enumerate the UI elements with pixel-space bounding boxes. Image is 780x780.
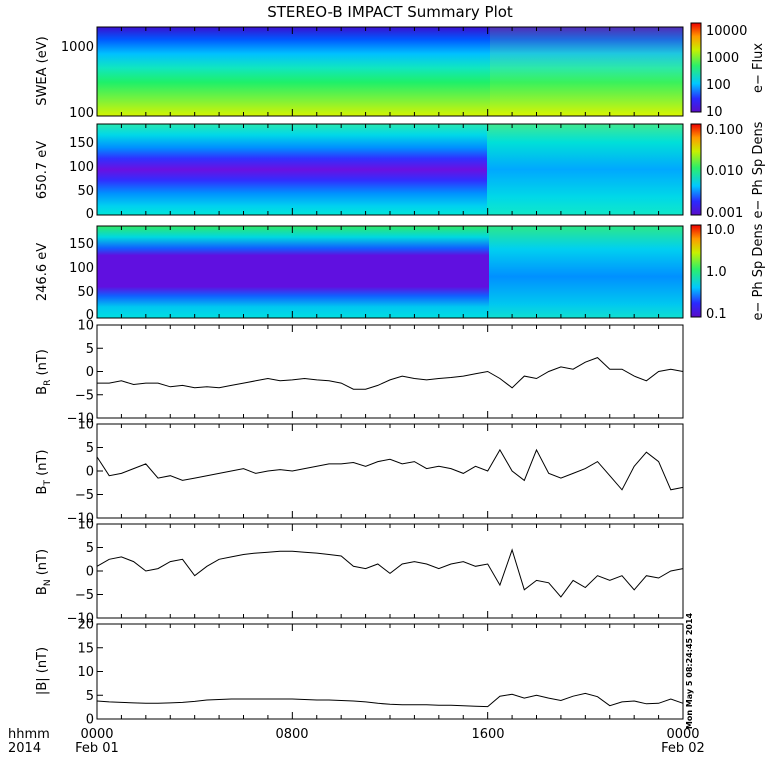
y-tick-label: −10: [67, 512, 94, 527]
bmag-ylabel: |B| (nT): [35, 647, 50, 695]
x-tick-label: 0000: [666, 727, 699, 742]
x-tick-date: Feb 02: [661, 741, 705, 756]
bn-ylabel: BN (nT): [35, 549, 53, 595]
br-ylabel-sub: R: [43, 380, 53, 386]
y-tick-label: 10: [77, 319, 94, 334]
pad246-cbar-tick: 10.0: [706, 223, 735, 238]
y-tick-label: −10: [67, 412, 94, 427]
bn-yticks: 10 5 0 −5 −10: [67, 518, 103, 627]
swea-colorbar: [690, 22, 702, 113]
bt-frame: [96, 423, 684, 519]
footer-hhmm-label: hhmm: [8, 727, 50, 742]
pad246-ytick: 50: [77, 285, 94, 300]
y-tick-label: 10: [77, 665, 94, 680]
swea-cbar-label: e− Flux: [751, 43, 766, 93]
y-tick-label: 15: [77, 641, 94, 656]
pad650-ytick: 100: [69, 160, 94, 175]
bn-ylabel-unit: (nT): [35, 549, 50, 579]
y-tick-label: 0: [86, 713, 94, 728]
x-tick-label: 0800: [275, 727, 308, 742]
bt-ylabel: BT (nT): [35, 450, 53, 495]
pad650-colorbar: [690, 123, 702, 216]
pad246-ytick: 150: [69, 237, 94, 252]
pad246-cbar-tick: 1.0: [706, 265, 727, 280]
bt-panel: BT (nT) 10 5 0 −5 −10: [35, 418, 684, 527]
bn-frame: [96, 523, 684, 619]
swea-spectrogram: [97, 27, 683, 116]
x-axis-ticks: [96, 27, 684, 719]
y-tick-label: −5: [75, 588, 94, 603]
bt-ylabel-main: B: [35, 486, 50, 495]
bn-ylabel-main: B: [35, 586, 50, 595]
y-tick-label: 5: [86, 689, 94, 704]
pad246-ylabel: 246.6 eV: [35, 243, 50, 301]
pad650-spectrogram: [97, 124, 487, 215]
swea-enhanced-region: [490, 27, 683, 116]
swea-cbar-tick: 1000: [706, 51, 739, 66]
x-tick-label: 1600: [471, 727, 504, 742]
pad246-cbar-label: e− Ph Sp Dens: [751, 223, 766, 320]
bt-yticks: 10 5 0 −5 −10: [67, 418, 103, 527]
pad650-cbar-tick: 0.100: [706, 123, 743, 138]
swea-cbar-tick: 10000: [706, 24, 747, 39]
pad246-ytick: 100: [69, 261, 94, 276]
bn-series-line: [96, 548, 684, 598]
y-tick-label: 5: [86, 441, 94, 456]
pad650-panel: 650.7 eV 150 100 50 0 0.100 0.010 0.001 …: [35, 121, 766, 222]
pad650-ytick: 150: [69, 136, 94, 151]
y-tick-label: −5: [75, 488, 94, 503]
pad246-spectrogram: [97, 226, 489, 318]
x-axis-footer: hhmm 2014 0000 Feb 01 0800 1600 0000 Feb…: [8, 727, 705, 756]
pad650-cbar-label: e− Ph Sp Dens: [751, 121, 766, 218]
pad650-spectrogram-late: [487, 124, 683, 215]
y-tick-label: −10: [67, 612, 94, 627]
x-tick-date: Feb 01: [75, 741, 119, 756]
swea-ytick: 1000: [61, 40, 94, 55]
br-ylabel-unit: (nT): [35, 349, 50, 379]
x-tick-label: 0000: [80, 727, 113, 742]
y-tick-label: 10: [77, 418, 94, 433]
timestamp: Mon May 5 08:24:45 2014: [685, 612, 694, 729]
swea-cbar-tick: 10: [706, 105, 723, 120]
br-panel: BR (nT) 10 5 0 −5 −10: [35, 319, 684, 427]
y-tick-label: 10: [77, 518, 94, 533]
pad650-ytick: 50: [77, 184, 94, 199]
swea-ytick: 100: [69, 106, 94, 121]
pad246-panel: 246.6 eV 150 100 50 0 10.0 1.0 0.1 e− Ph…: [35, 223, 766, 323]
swea-ylabel: SWEA (eV): [35, 36, 50, 105]
br-ylabel-main: B: [35, 386, 50, 395]
br-ylabel: BR (nT): [35, 349, 53, 395]
pad650-cbar-tick: 0.001: [706, 206, 743, 221]
pad246-ytick: 0: [86, 308, 94, 323]
y-tick-label: 0: [86, 565, 94, 580]
br-frame: [96, 324, 684, 419]
swea-panel: SWEA (eV) 1000 100 10000 1000 100 10 e− …: [35, 22, 766, 121]
y-tick-label: 5: [86, 541, 94, 556]
bn-panel: BN (nT) 10 5 0 −5 −10: [35, 518, 684, 627]
bt-series-line: [96, 448, 684, 491]
bmag-series-line: [96, 692, 684, 708]
pad246-cbar-tick: 0.1: [706, 307, 727, 322]
y-tick-label: 0: [86, 465, 94, 480]
pad246-colorbar: [690, 224, 702, 318]
pad650-ytick: 0: [86, 207, 94, 222]
bmag-yticks: 20 15 10 5 0: [77, 618, 103, 728]
pad650-ylabel: 650.7 eV: [35, 141, 50, 199]
swea-cbar-tick: 100: [706, 78, 731, 93]
br-yticks: 10 5 0 −5 −10: [67, 319, 103, 427]
pad246-spectrogram-late: [489, 226, 683, 318]
y-tick-label: 20: [77, 618, 94, 633]
bt-ylabel-sub: T: [43, 480, 53, 487]
plot-title: STEREO-B IMPACT Summary Plot: [267, 3, 513, 21]
footer-year-label: 2014: [8, 741, 41, 756]
y-tick-label: −5: [75, 388, 94, 403]
y-tick-label: 0: [86, 365, 94, 380]
bn-ylabel-sub: N: [43, 579, 53, 586]
bmag-panel: |B| (nT) 20 15 10 5 0 Mon May 5 08:24:45 201…: [35, 612, 694, 729]
y-tick-label: 5: [86, 342, 94, 357]
bt-ylabel-unit: (nT): [35, 450, 50, 480]
pad650-cbar-tick: 0.010: [706, 164, 743, 179]
br-series-line: [97, 357, 684, 390]
